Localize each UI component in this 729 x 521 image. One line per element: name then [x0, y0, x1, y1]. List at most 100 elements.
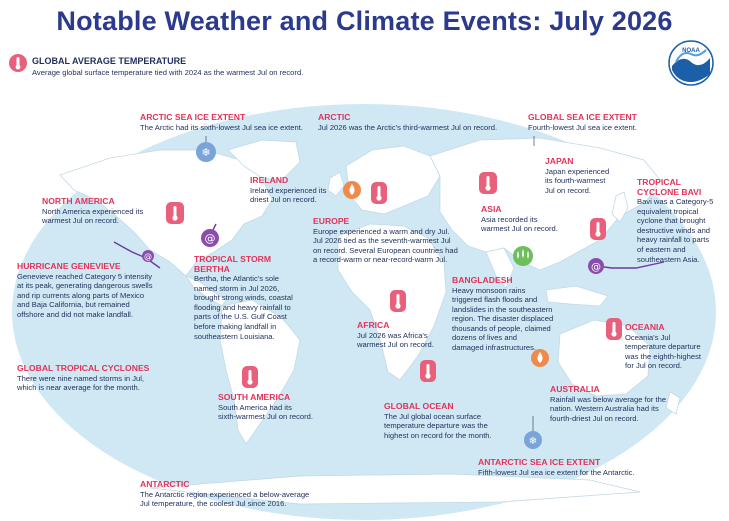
- event-south-america: SOUTH AMERICA South America had its sixt…: [218, 392, 338, 422]
- event-bertha: TROPICAL STORM BERTHA Bertha, the Atlant…: [194, 254, 319, 341]
- event-heading: SOUTH AMERICA: [218, 392, 291, 402]
- uk-landmass: [327, 171, 345, 197]
- south-america-thermometer-icon: [242, 366, 258, 388]
- event-line: dozens of lives and: [452, 333, 518, 343]
- event-global-ocean: GLOBAL OCEAN The Jul global ocean surfac…: [384, 401, 514, 440]
- event-line: triggered flash floods and: [452, 295, 538, 305]
- event-line: Bavi was a Category-5: [637, 197, 714, 206]
- event-line: and rip currents along parts of Mexico: [17, 290, 145, 300]
- event-global-tc: GLOBAL TROPICAL CYCLONES There were nine…: [17, 363, 192, 393]
- event-heading: NORTH AMERICA: [42, 196, 115, 206]
- event-line: cyclone that brought: [637, 216, 706, 226]
- event-line: before making landfall in: [194, 321, 277, 331]
- event-oceania: OCEANIA Oceania's Jul temperature depart…: [625, 322, 725, 371]
- event-heading: ANTARCTIC SEA ICE EXTENT: [478, 457, 601, 467]
- event-line: Bertha, the Atlantic's sole: [194, 274, 280, 283]
- global-ocean-thermometer-icon: [420, 360, 436, 382]
- event-heading: ARCTIC: [318, 112, 351, 122]
- event-line: warmest Jul on record.: [357, 340, 434, 350]
- event-line: at its peak, generating dangerous swells: [17, 281, 153, 291]
- event-line: and Baja California, but remained: [17, 300, 130, 310]
- bangladesh-flood-icon: [513, 246, 533, 266]
- event-heading: ASIA: [481, 204, 502, 214]
- bavi-storm-icon: @: [588, 258, 604, 274]
- event-arctic: ARCTIC Jul 2026 was the Arctic's third-w…: [318, 112, 508, 132]
- event-japan: JAPAN Japan experienced its fourth-warme…: [545, 156, 635, 195]
- event-australia: AUSTRALIA Rainfall was below average for…: [550, 384, 690, 423]
- event-europe: EUROPE Europe experienced a warm and dry…: [313, 216, 488, 265]
- genevieve-track: [113, 241, 161, 269]
- svg-text:@: @: [205, 232, 216, 245]
- event-line: Jul 2026 was the Arctic's third-warmest …: [318, 122, 498, 132]
- event-line: temperature departure was the: [384, 421, 488, 431]
- event-heading: ARCTIC SEA ICE EXTENT: [140, 112, 246, 122]
- event-line: damaged infrastructures.: [452, 343, 536, 353]
- event-bavi: TROPICAL CYCLONE BAVI Bavi was a Categor…: [637, 177, 727, 264]
- genevieve-storm-icon: @: [142, 250, 154, 262]
- central-america-landmass: [184, 275, 227, 307]
- event-line: temperature departure: [625, 342, 701, 352]
- event-line: Jul temperature, the coolest Jul since 2…: [140, 499, 287, 509]
- event-heading: TROPICAL STORM BERTHA: [194, 254, 272, 274]
- event-line: warmest Jul on record.: [42, 216, 119, 226]
- event-line: named storm in Jul 2026,: [194, 283, 280, 293]
- event-heading: EUROPE: [313, 216, 350, 226]
- event-line: North America experienced its: [42, 206, 144, 216]
- event-north-america: NORTH AMERICA North America experienced …: [42, 196, 172, 226]
- event-line: Fifth-lowest Jul sea ice extent for the …: [478, 467, 635, 477]
- asia-thermometer-icon: [479, 172, 497, 194]
- icons: ❄ @ @: [9, 54, 622, 449]
- australia-drought-icon: [531, 349, 549, 367]
- svg-text:@: @: [144, 252, 152, 261]
- event-line: warmest Jul on record.: [481, 224, 558, 234]
- bertha-storm-icon: @: [201, 229, 219, 247]
- event-heading: AUSTRALIA: [550, 384, 600, 394]
- event-africa: AFRICA Jul 2026 was Africa's warmest Jul…: [357, 320, 457, 350]
- event-heading: AFRICA: [357, 320, 390, 330]
- europe-landmass: [345, 145, 441, 215]
- svg-text:❄: ❄: [201, 146, 210, 159]
- event-antarctic-ice: ANTARCTIC SEA ICE EXTENT Fifth-lowest Ju…: [478, 457, 678, 477]
- event-line: Asia recorded its: [481, 214, 538, 224]
- event-line: Jul 2026 was Africa's: [357, 330, 428, 340]
- event-line: Fourth-lowest Jul sea ice extent.: [528, 122, 637, 132]
- event-line: landslides in the southeastern: [452, 304, 553, 314]
- event-line: parts of the U.S. Gulf Coast: [194, 312, 287, 322]
- event-bangladesh: BANGLADESH Heavy monsoon rains triggered…: [452, 275, 577, 353]
- event-line: which is near average for the month.: [17, 383, 140, 393]
- global-avg-heading: GLOBAL AVERAGE TEMPERATURE: [32, 56, 187, 66]
- event-line: was the eighth-highest: [625, 351, 701, 361]
- event-line: driest Jul on record.: [250, 195, 317, 205]
- event-ireland: IRELAND Ireland experienced its driest J…: [250, 175, 350, 205]
- oceania-thermometer-icon: [606, 318, 622, 340]
- event-asia: ASIA Asia recorded its warmest Jul on re…: [481, 204, 581, 234]
- event-genevieve: HURRICANE GENEVIEVE Genevieve reached Ca…: [17, 261, 177, 319]
- event-heading: GLOBAL OCEAN: [384, 401, 454, 411]
- svg-text:NOAA: NOAA: [682, 48, 700, 54]
- event-global-ice: GLOBAL SEA ICE EXTENT Fourth-lowest Jul …: [528, 112, 698, 132]
- event-line: brought strong winds, coastal: [194, 293, 293, 303]
- svg-text:❄: ❄: [529, 436, 537, 447]
- event-line: Japan experienced: [545, 166, 610, 176]
- event-heading: OCEANIA: [625, 322, 665, 332]
- global-avg-text: Average global surface temperature tied …: [32, 68, 304, 77]
- event-line: destructive winds and: [637, 225, 711, 235]
- event-heading: TROPICAL CYCLONE BAVI: [637, 177, 702, 197]
- arctic-ice-icon: ❄: [196, 142, 216, 162]
- event-line: offshore and did not make landfall.: [17, 309, 133, 319]
- event-line: southeastern Louisiana.: [194, 331, 275, 341]
- event-line: The Antarctic region experienced a below…: [140, 489, 310, 499]
- event-line: southeastern Asia.: [637, 254, 700, 264]
- event-line: thousands of people, claimed: [452, 323, 551, 333]
- event-line: heavy rainfall to parts: [637, 235, 710, 245]
- event-line: for Jul on record.: [625, 361, 682, 371]
- europe-thermometer-icon: [371, 182, 387, 204]
- event-heading: JAPAN: [545, 156, 574, 166]
- event-antarctic: ANTARCTIC The Antarctic region experienc…: [140, 479, 340, 509]
- event-line: its fourth-warmest: [545, 176, 606, 186]
- event-line: Jul 2026 tied as the seventh-warmest Jul: [313, 236, 451, 246]
- event-line: Ireland experienced its: [250, 185, 327, 195]
- event-line: The Arctic had its sixth-lowest Jul sea …: [140, 122, 303, 132]
- greenland-landmass: [227, 139, 301, 181]
